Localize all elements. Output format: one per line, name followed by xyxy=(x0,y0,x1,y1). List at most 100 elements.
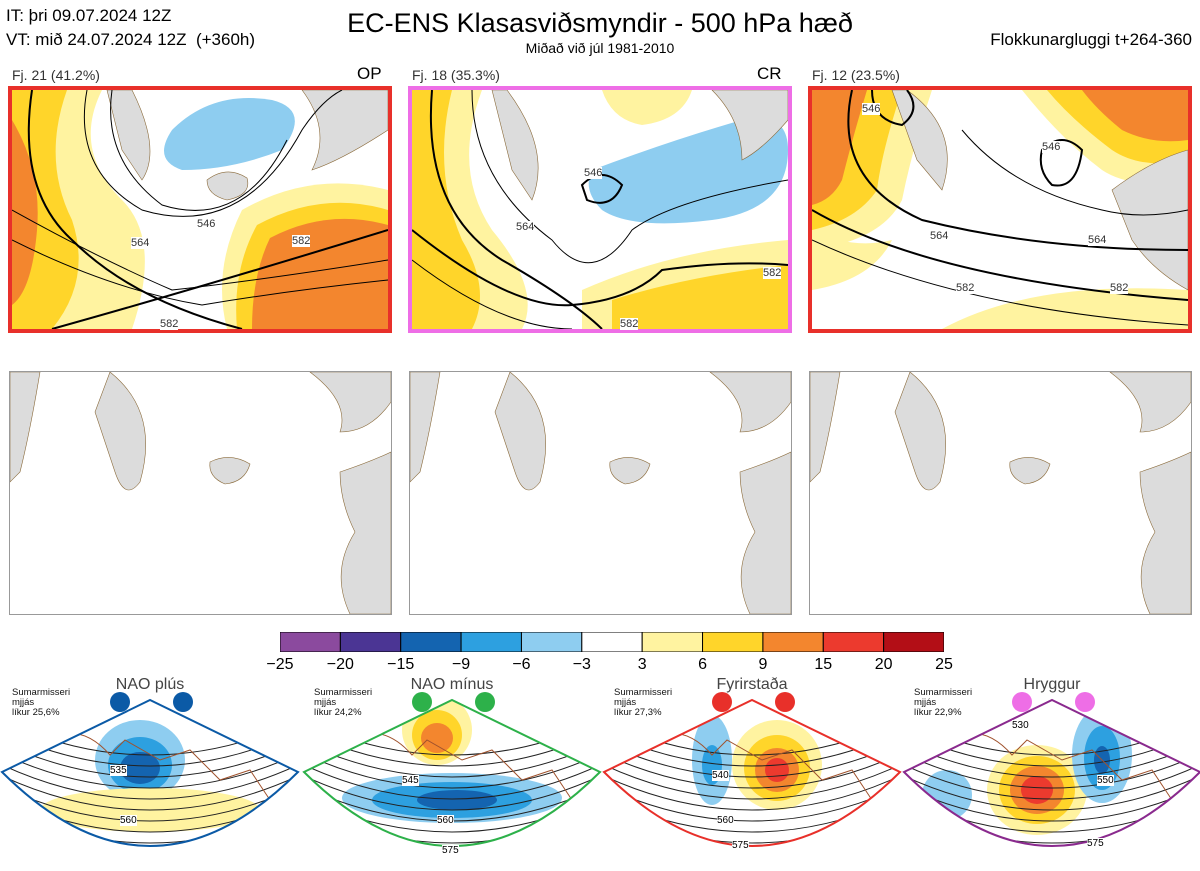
colorbar-segment xyxy=(702,632,764,652)
contour-label: 540 xyxy=(712,770,729,781)
height-contour xyxy=(304,763,600,800)
contour-label: 582 xyxy=(956,282,975,294)
land-outline xyxy=(410,372,791,614)
cluster-marker-dot xyxy=(173,692,193,712)
contour-label: 546 xyxy=(1042,141,1061,153)
height-contour xyxy=(304,741,600,778)
cluster-map-1 xyxy=(8,86,392,333)
contour-label: 582 xyxy=(292,235,311,247)
colorbar-tick-label: −6 xyxy=(512,656,531,673)
cluster-fan-map xyxy=(302,698,602,847)
cluster-reference-3: Sumarmisseri mjjás líkur 27,3% 540 560 575 F… xyxy=(602,676,902,871)
colorbar-segment xyxy=(280,632,341,652)
contour-label: 564 xyxy=(131,237,150,249)
panel-1-code: OP xyxy=(357,64,382,83)
height-contour xyxy=(604,741,900,778)
contour-label: 560 xyxy=(717,815,734,826)
contour-label: 564 xyxy=(930,230,949,242)
height-contour xyxy=(604,785,900,822)
cluster-info: Sumarmisseri mjjás líkur 24,2% xyxy=(314,687,373,718)
it-line: IT: þri 09.07.2024 12Z xyxy=(6,6,172,25)
contour-label: 545 xyxy=(402,775,419,786)
cluster-marker-dot xyxy=(110,692,130,712)
colorbar-segment xyxy=(520,632,583,652)
anomaly-map-2 xyxy=(412,90,788,329)
cluster-marker-dot xyxy=(412,692,432,712)
anomaly-map-1 xyxy=(12,90,388,329)
colorbar-tick-label: −3 xyxy=(572,656,591,673)
colorbar-segment xyxy=(581,632,643,652)
colorbar-tick-label: −25 xyxy=(266,656,294,673)
colorbar-tick-label: 20 xyxy=(874,656,893,673)
height-contour xyxy=(904,741,1200,778)
cluster-fan-map xyxy=(602,698,902,847)
anomaly-blob xyxy=(421,723,453,753)
fan-border xyxy=(602,698,902,847)
contour-label: 582 xyxy=(160,318,179,330)
cluster-marker-dot xyxy=(712,692,732,712)
colorbar-tick-label: −9 xyxy=(451,656,471,673)
cluster-info: Sumarmisseri mjjás líkur 22,9% xyxy=(914,687,973,718)
fan-border xyxy=(302,698,602,847)
contour-label: 546 xyxy=(862,103,881,115)
height-contour xyxy=(904,763,1200,800)
cluster-name: NAO plús xyxy=(115,676,185,693)
land-outline xyxy=(10,372,391,614)
height-contour xyxy=(604,774,900,811)
height-contour xyxy=(2,774,298,811)
contour-label: 575 xyxy=(1087,838,1104,849)
empty-map-2 xyxy=(409,371,792,615)
height-contour xyxy=(904,785,1200,822)
panel-2-label: Fj. 18 (35.3%) xyxy=(412,67,500,83)
contour-label: 575 xyxy=(732,840,749,851)
cluster-marker-dot xyxy=(1075,692,1095,712)
height-contour xyxy=(2,785,298,822)
cluster-map-2 xyxy=(408,86,792,333)
contour-label: 564 xyxy=(516,221,535,233)
contour-label: 546 xyxy=(197,218,216,230)
contour-label: 582 xyxy=(1110,282,1129,294)
anomaly-blob xyxy=(1017,854,1047,866)
colorbar-segment xyxy=(400,632,462,652)
colorbar-segment xyxy=(339,632,402,652)
contour-label: 582 xyxy=(763,267,782,279)
colorbar-tick-label: −15 xyxy=(387,656,415,673)
panel-2-code: CR xyxy=(757,64,782,83)
contour-label: 582 xyxy=(620,318,639,330)
fan-border xyxy=(0,698,300,847)
anomaly-blob xyxy=(417,790,497,810)
contour-label: 546 xyxy=(584,167,603,179)
colorbar-segment xyxy=(883,632,944,652)
cluster-info: Sumarmisseri mjjás líkur 27,3% xyxy=(614,687,673,718)
anomaly-blob xyxy=(765,758,789,782)
empty-map-1 xyxy=(9,371,392,615)
page-title: EC-ENS Klasasviðsmyndir - 500 hPa hæð xyxy=(347,8,853,38)
page-subtitle: Miðað við júl 1981-2010 xyxy=(525,40,675,56)
height-contour xyxy=(604,763,900,800)
colorbar xyxy=(280,632,944,652)
anomaly-blob xyxy=(1021,776,1053,804)
run-info: IT: þri 09.07.2024 12Z VT: mið 24.07.2024… xyxy=(6,4,255,52)
contour-label: 530 xyxy=(1012,720,1029,731)
fan-border xyxy=(902,698,1200,847)
colorbar-tick-label: 25 xyxy=(935,656,953,673)
cluster-marker-dot xyxy=(1012,692,1032,712)
cluster-reference-1: Sumarmisseri mjjás líkur 25,6% 535 560 NAO … xyxy=(0,676,300,871)
contour-label: 560 xyxy=(120,815,137,826)
contour-label: 575 xyxy=(442,845,459,856)
colorbar-tick-label: 3 xyxy=(637,656,647,673)
contour-label: 550 xyxy=(1097,775,1114,786)
contour-label: 535 xyxy=(110,765,127,776)
contour-label: 560 xyxy=(437,815,454,826)
colorbar-tick-label: 6 xyxy=(698,656,707,673)
colorbar-segment xyxy=(762,632,824,652)
window-label: Flokkunargluggi t+264-360 xyxy=(990,30,1192,49)
height-contour xyxy=(2,763,298,800)
cluster-marker-dot xyxy=(475,692,495,712)
cluster-name: Fyrirstaða xyxy=(716,676,788,693)
colorbar-tick-label: 15 xyxy=(814,656,833,673)
colorbar-tick-label: 9 xyxy=(758,656,768,673)
anomaly-map-3 xyxy=(812,90,1188,329)
height-contour xyxy=(304,752,600,789)
cluster-reference-2: Sumarmisseri mjjás líkur 24,2% 545 560 575 N… xyxy=(302,676,602,871)
